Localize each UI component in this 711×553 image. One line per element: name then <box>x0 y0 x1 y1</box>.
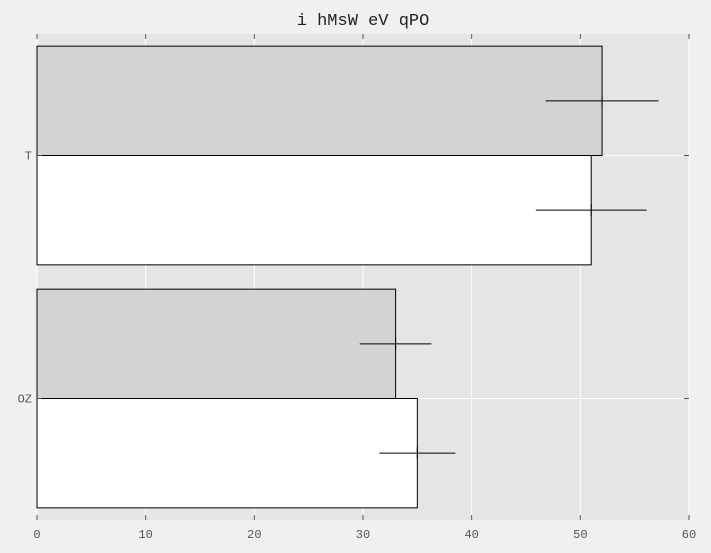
x-tick-label-1: 10 <box>138 528 152 542</box>
y-tick-label-0: T <box>25 150 32 164</box>
bar-T-series-1 <box>36 45 603 156</box>
bar-OZ-series-1 <box>36 288 397 399</box>
x-tick-label-2: 20 <box>247 528 261 542</box>
bars <box>36 45 603 509</box>
error-bars <box>359 94 659 460</box>
bar-OZ-series-2 <box>36 398 418 509</box>
x-axis-ticks: 0 10 20 30 40 50 60 <box>33 34 696 542</box>
x-tick-label-0: 0 <box>33 528 40 542</box>
chart-title: i hMsW eV qPO <box>297 12 430 31</box>
x-tick-label-6: 60 <box>682 528 696 542</box>
x-tick-label-3: 30 <box>356 528 370 542</box>
bar-T-series-2 <box>36 155 592 266</box>
x-tick-label-5: 50 <box>573 528 587 542</box>
y-axis-ticks: T OZ <box>18 150 689 407</box>
x-tick-label-4: 40 <box>464 528 478 542</box>
y-tick-label-1: OZ <box>18 393 32 407</box>
